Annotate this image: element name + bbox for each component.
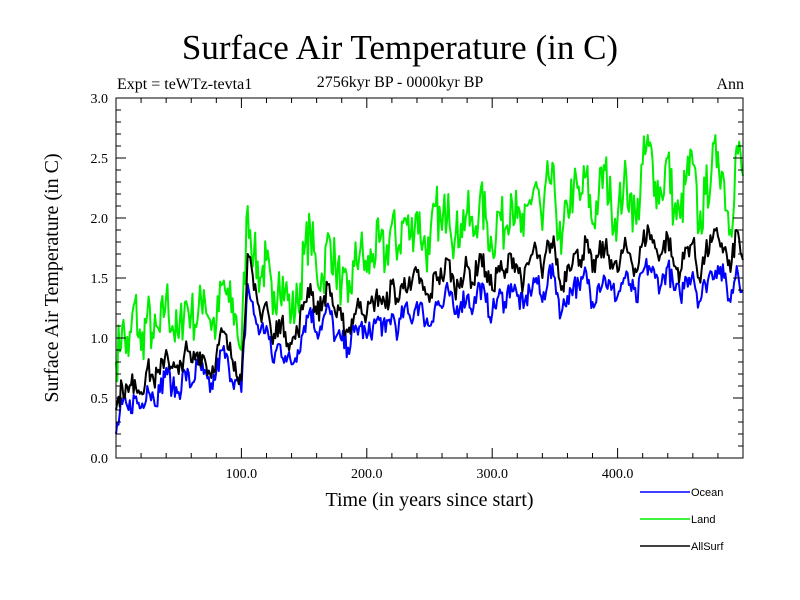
plot-frame xyxy=(115,97,744,459)
legend-label-allsurf: AllSurf xyxy=(691,541,724,553)
x-tick-label: 200.0 xyxy=(351,467,383,482)
x-tick-label: 100.0 xyxy=(226,467,258,482)
legend: Ocean Land AllSurf xyxy=(640,487,724,553)
x-tick-label: 400.0 xyxy=(602,467,634,482)
series-line-ocean xyxy=(115,257,744,435)
x-axis-label: Time (in years since start) xyxy=(325,489,534,511)
experiment-label: Expt = teWTz-tevta1 xyxy=(117,76,253,93)
legend-label-ocean: Ocean xyxy=(691,487,723,499)
series-line-land xyxy=(115,134,744,383)
y-tick-label: 1.0 xyxy=(91,332,109,347)
y-tick-label: 0.5 xyxy=(91,392,109,407)
y-tick-label: 3.0 xyxy=(91,92,109,107)
y-tick-label: 2.0 xyxy=(91,212,109,227)
series-line-allsurf xyxy=(115,224,744,411)
y-tick-label: 2.5 xyxy=(91,152,109,167)
y-tick-label: 0.0 xyxy=(91,452,109,467)
axes-layer: 100.0 200.0 300.0 400.0 0.0 0.5 1.0 1.5 2.0 2.5 3.… xyxy=(91,92,744,482)
y-tick-label: 1.5 xyxy=(91,272,109,287)
x-tick-label: 300.0 xyxy=(476,467,508,482)
series-layer xyxy=(115,134,744,435)
season-label: Ann xyxy=(716,76,744,93)
legend-label-land: Land xyxy=(691,514,715,526)
chart-subtitle: 2756kyr BP - 0000kyr BP xyxy=(316,74,484,91)
chart-title: Surface Air Temperature (in C) xyxy=(181,28,619,67)
